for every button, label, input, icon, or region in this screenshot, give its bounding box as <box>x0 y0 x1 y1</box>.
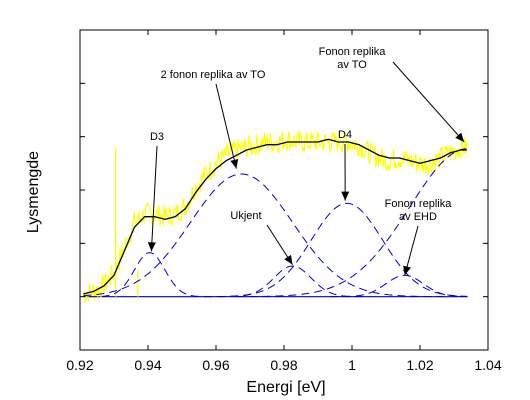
plot-area <box>82 130 469 303</box>
annotation-arrow-line <box>215 83 237 169</box>
gaussian-component-line <box>83 173 446 298</box>
annotation-label-line: 2 fonon replika av TO <box>161 69 266 81</box>
fit-curve-line <box>83 138 467 295</box>
annotation-arrowhead <box>341 191 350 201</box>
annotation-arrow-line <box>392 61 465 143</box>
annotations: Fonon replika av TO2 fonon replika av TOD… <box>147 46 465 276</box>
annotation-arrowhead <box>230 158 239 169</box>
x-tick-label: 1 <box>348 357 356 373</box>
annotation-label: Ukjent <box>230 210 261 222</box>
x-tick-label: 0.92 <box>66 357 93 373</box>
annotation-arrowhead <box>455 132 465 142</box>
x-tick-label: 0.96 <box>202 357 229 373</box>
annotation-arrowhead <box>147 242 156 252</box>
annotation-label-line: av TO <box>337 59 367 71</box>
x-tick-label: 1.04 <box>474 357 501 373</box>
annotation-label-line: Fonon replika <box>319 46 387 58</box>
annotation-label: Fonon replika av EHD <box>385 198 453 223</box>
x-axis-title: Energi [eV] <box>246 379 325 396</box>
annotation-arrowhead <box>403 265 411 276</box>
gaussian-component-line <box>236 148 468 298</box>
annotation-label: 2 fonon replika av TO <box>161 69 266 81</box>
annotation-label-line: D4 <box>338 129 352 141</box>
annotation-label-line: Fonon replika <box>385 198 453 210</box>
annotation-label-line: D3 <box>150 131 164 143</box>
gaussian-component-line <box>88 252 211 298</box>
x-tick-label: 1.02 <box>406 357 433 373</box>
annotation-label-line: av EHD <box>399 211 437 223</box>
annotation-arrow-line <box>150 145 158 252</box>
annotation-arrowhead <box>284 254 293 265</box>
annotation-label: D4 <box>338 129 352 141</box>
x-tick-label: 0.94 <box>134 357 161 373</box>
annotation-label: D3 <box>150 131 164 143</box>
x-tick-label: 0.98 <box>270 357 297 373</box>
annotation-label-line: Ukjent <box>230 210 261 222</box>
axes: 0.92 0.94 0.96 0.98 1 1.02 1.04 <box>66 29 502 373</box>
gaussian-component-line <box>204 202 467 298</box>
annotation-label: Fonon replika av TO <box>319 46 387 71</box>
gaussian-component-line <box>217 265 368 298</box>
y-axis-title: Lysmengde <box>25 151 42 233</box>
gaussian-component-line <box>329 274 468 298</box>
